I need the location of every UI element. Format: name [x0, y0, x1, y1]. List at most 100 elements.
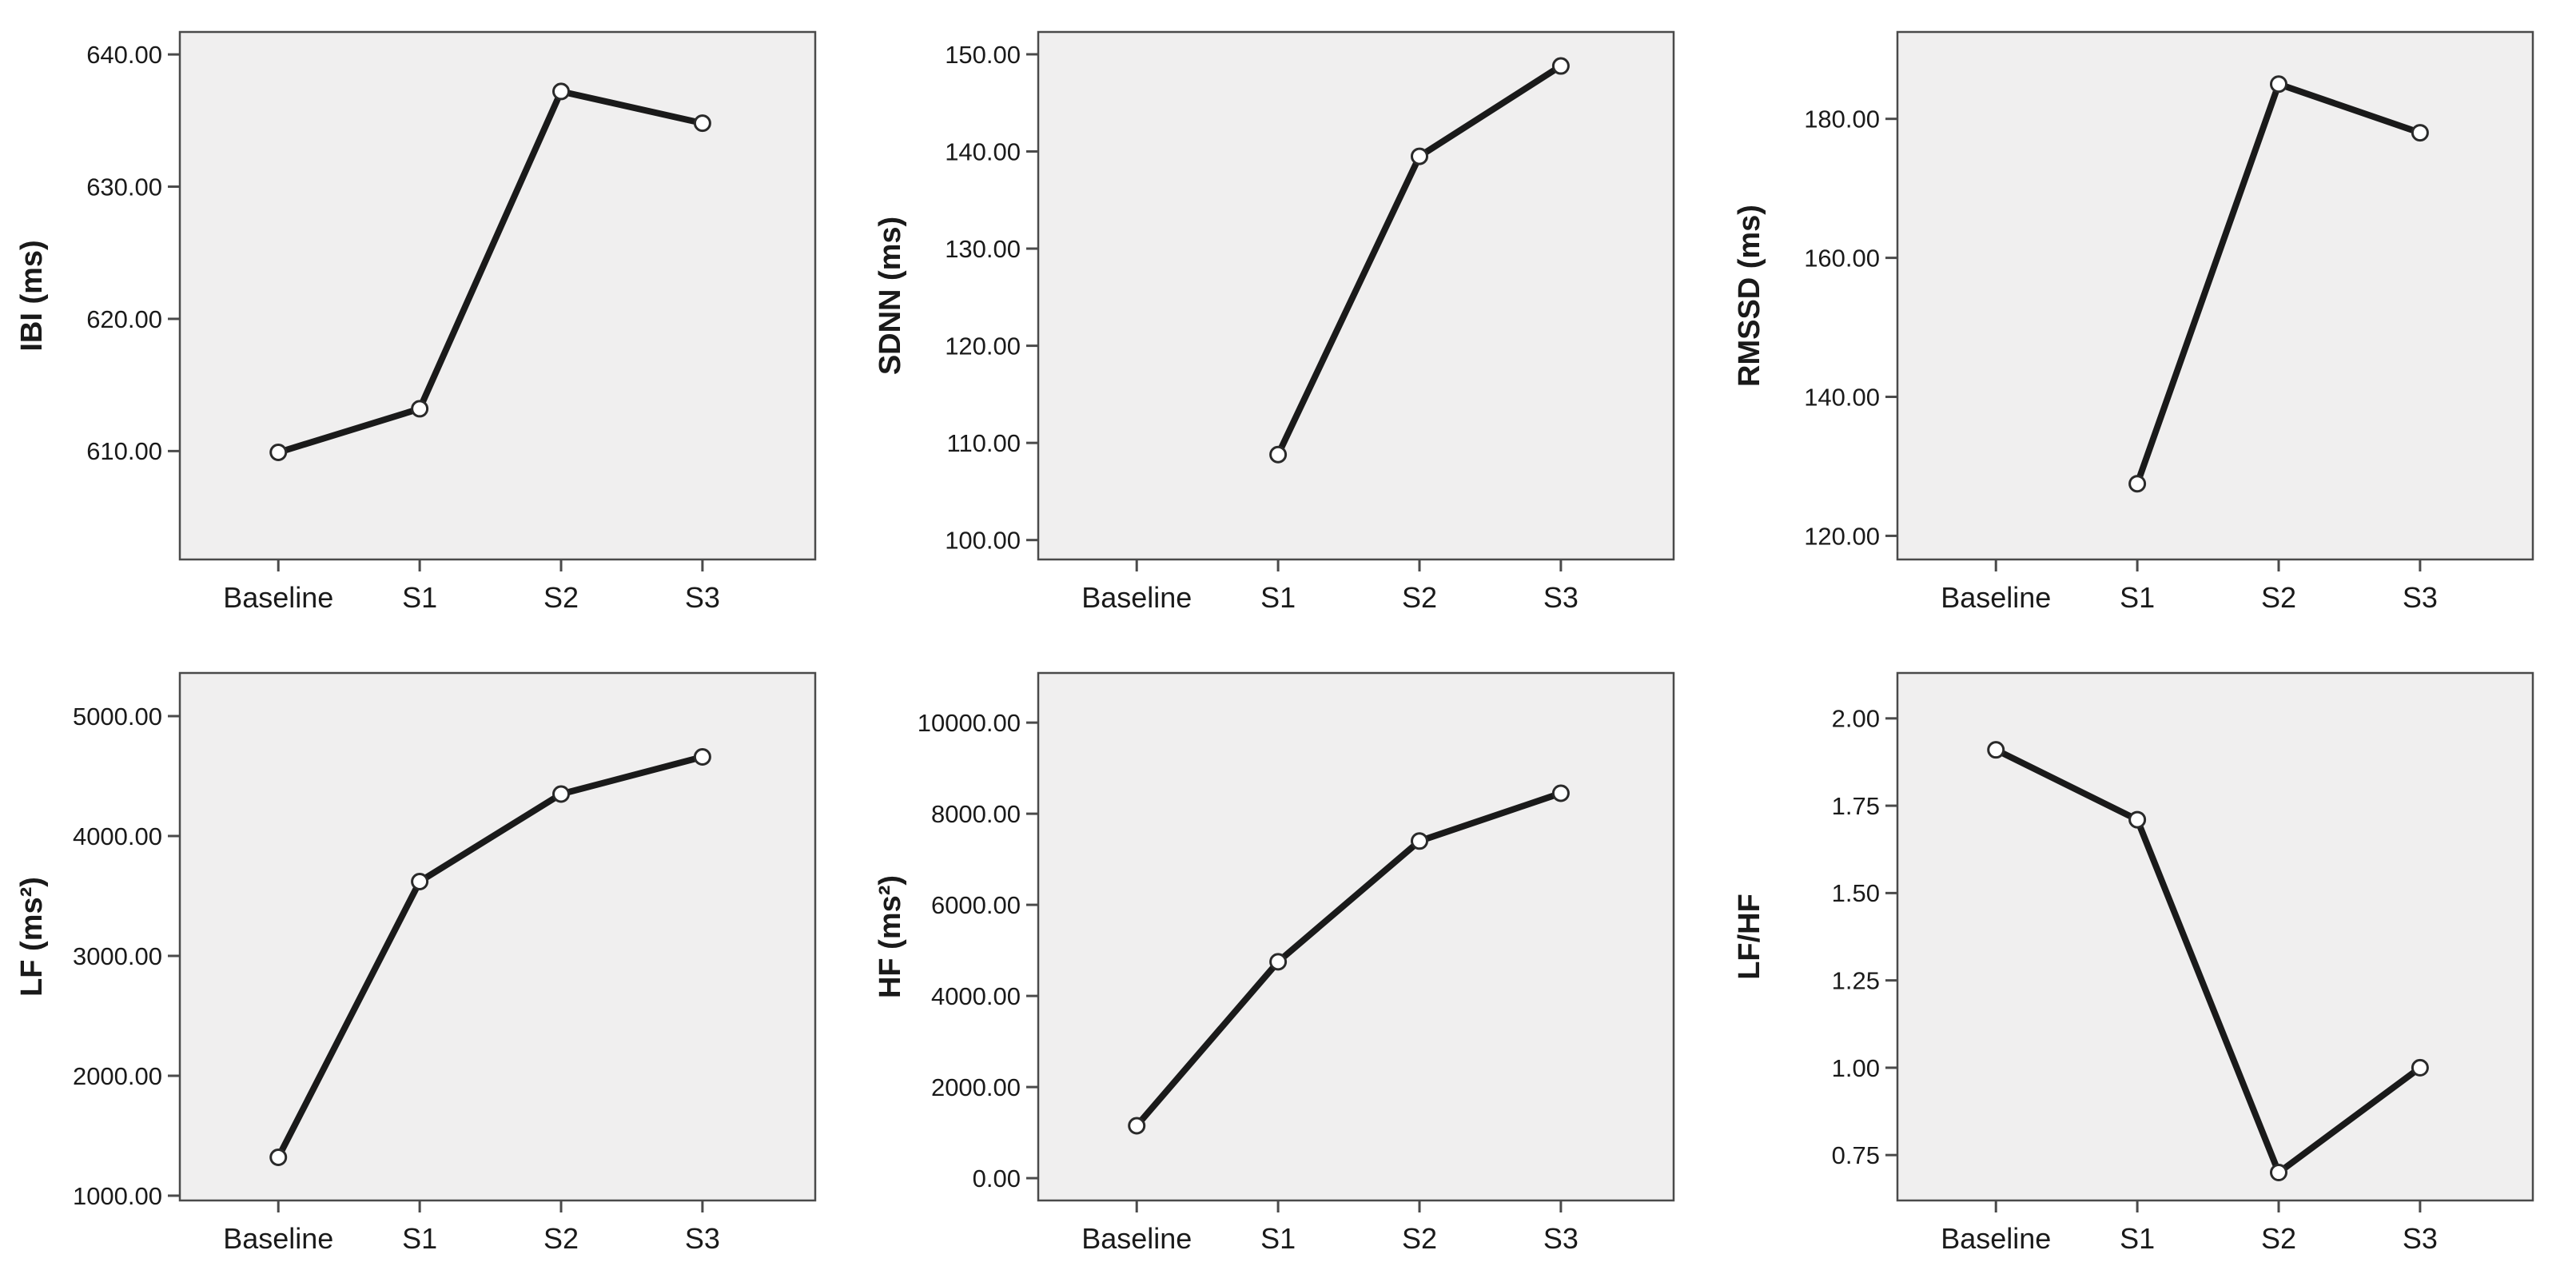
data-point-marker — [2411, 1058, 2429, 1077]
x-tick-label: S1 — [402, 1222, 437, 1255]
chart-panel-ibi: 610.00 620.00 630.00 640.00 Baseline S1 S2 S3 IB… — [0, 0, 858, 641]
y-tick-label: 4000.00 — [931, 982, 1021, 1010]
x-tick-label: S3 — [685, 1222, 720, 1255]
y-axis-title: HF (ms²) — [874, 875, 907, 998]
y-tick-label: 100.00 — [946, 527, 1021, 555]
x-tick-label: S1 — [1260, 581, 1296, 614]
y-tick-label: 3000.00 — [73, 942, 162, 970]
y-tick-label: 140.00 — [1804, 383, 1880, 411]
data-point-marker — [1269, 953, 1288, 971]
x-tick-label: S2 — [1402, 581, 1437, 614]
plot-area — [1896, 671, 2534, 1202]
y-tick-label: 8000.00 — [931, 800, 1021, 828]
y-tick-label: 640.00 — [86, 41, 162, 69]
data-point-marker — [2269, 75, 2287, 94]
y-tick-label: 1.50 — [1831, 879, 1879, 907]
x-tick-label: Baseline — [1941, 581, 2051, 614]
x-tick-label: Baseline — [1082, 1222, 1192, 1255]
chart-svg-lfhf: 0.75 1.00 1.25 1.50 1.75 2.00 Baseline S1 S2 S3 LF… — [1733, 671, 2534, 1255]
y-tick-label: 1.00 — [1831, 1054, 1879, 1082]
chart-panel-lfhf: 0.75 1.00 1.25 1.50 1.75 2.00 Baseline S1 S2 S3 LF… — [1718, 641, 2576, 1282]
x-tick-label: Baseline — [223, 581, 333, 614]
y-tick-label: 120.00 — [1804, 522, 1880, 550]
chart-panel-sdnn: 100.00 110.00 120.00 130.00 140.00 150.00 Base… — [858, 0, 1717, 641]
plot-area — [1896, 30, 2534, 561]
x-tick-label: S1 — [402, 581, 437, 614]
y-tick-label: 630.00 — [86, 173, 162, 201]
y-tick-label: 5000.00 — [73, 703, 162, 731]
data-point-marker — [2269, 1164, 2287, 1182]
data-point-marker — [693, 114, 711, 133]
chart-svg-hf: 0.00 2000.00 4000.00 6000.00 8000.00 10000.00… — [874, 671, 1675, 1255]
data-point-marker — [2128, 475, 2146, 493]
chart-svg-lf: 1000.00 2000.00 3000.00 4000.00 5000.00 Basel… — [15, 671, 817, 1255]
x-tick-label: S1 — [2120, 1222, 2155, 1255]
data-point-marker — [411, 873, 429, 891]
data-point-marker — [1411, 147, 1429, 165]
x-tick-label: S3 — [685, 581, 720, 614]
x-tick-label: S1 — [1260, 1222, 1296, 1255]
series-line — [1134, 790, 1563, 1129]
x-tick-label: S2 — [543, 581, 579, 614]
x-tick-label: Baseline — [1082, 581, 1192, 614]
data-point-marker — [693, 748, 711, 766]
x-tick-label: Baseline — [223, 1222, 333, 1255]
data-point-marker — [1552, 784, 1571, 802]
x-tick-label: Baseline — [1941, 1222, 2051, 1255]
y-tick-label: 2.00 — [1831, 705, 1879, 733]
x-tick-label: S3 — [1543, 1222, 1579, 1255]
chart-panel-lf: 1000.00 2000.00 3000.00 4000.00 5000.00 Basel… — [0, 641, 858, 1282]
plot-area — [1037, 671, 1675, 1202]
series-line — [1994, 747, 2422, 1178]
y-tick-label: 2000.00 — [931, 1073, 1021, 1101]
y-tick-label: 150.00 — [946, 41, 1021, 69]
y-tick-label: 180.00 — [1804, 106, 1880, 133]
x-tick-label: S2 — [2261, 581, 2296, 614]
x-tick-label: S2 — [2261, 1222, 2296, 1255]
x-tick-label: S3 — [1543, 581, 1579, 614]
x-tick-label: S2 — [1402, 1222, 1437, 1255]
y-tick-label: 1.25 — [1831, 966, 1879, 994]
plot-area — [178, 671, 817, 1202]
plot-area — [178, 30, 817, 561]
y-axis-title: LF (ms²) — [15, 877, 49, 997]
data-point-marker — [1986, 741, 2005, 759]
x-tick-label: S2 — [543, 1222, 579, 1255]
y-tick-label: 140.00 — [946, 137, 1021, 165]
x-tick-label: S3 — [2403, 581, 2438, 614]
x-tick-label: S3 — [2403, 1222, 2438, 1255]
series-line — [277, 87, 703, 456]
series-line — [275, 754, 703, 1159]
y-tick-label: 4000.00 — [73, 822, 162, 850]
y-tick-label: 1000.00 — [73, 1182, 162, 1210]
data-point-marker — [1128, 1117, 1146, 1135]
chart-svg-rmssd: 120.00 140.00 160.00 180.00 Baseline S1 S2 S3 RM… — [1733, 30, 2534, 614]
data-point-marker — [1552, 57, 1571, 75]
y-axis-title: LF/HF — [1733, 894, 1766, 980]
data-point-marker — [269, 1148, 288, 1166]
y-tick-label: 110.00 — [947, 429, 1021, 457]
y-tick-label: 120.00 — [946, 332, 1021, 360]
data-point-marker — [551, 785, 570, 803]
chart-svg-ibi: 610.00 620.00 630.00 640.00 Baseline S1 S2 S3 IB… — [15, 30, 817, 614]
y-tick-label: 2000.00 — [73, 1062, 162, 1090]
y-tick-label: 6000.00 — [931, 891, 1021, 919]
y-tick-label: 610.00 — [86, 437, 162, 465]
data-point-marker — [411, 400, 429, 418]
y-tick-label: 620.00 — [86, 305, 162, 333]
y-axis-title: RMSSD (ms) — [1733, 205, 1766, 387]
x-tick-label: S1 — [2120, 581, 2155, 614]
chart-svg-sdnn: 100.00 110.00 120.00 130.00 140.00 150.00 Base… — [874, 30, 1675, 614]
data-point-marker — [1269, 445, 1288, 464]
y-axis-title: IBI (ms) — [15, 240, 49, 351]
y-tick-label: 0.75 — [1831, 1141, 1879, 1169]
y-tick-label: 0.00 — [973, 1165, 1021, 1192]
chart-panel-hf: 0.00 2000.00 4000.00 6000.00 8000.00 10000.00… — [858, 641, 1717, 1282]
y-tick-label: 130.00 — [946, 235, 1021, 263]
data-point-marker — [1411, 832, 1429, 850]
data-point-marker — [2128, 810, 2146, 829]
data-point-marker — [2411, 124, 2429, 142]
y-tick-label: 10000.00 — [918, 709, 1021, 737]
